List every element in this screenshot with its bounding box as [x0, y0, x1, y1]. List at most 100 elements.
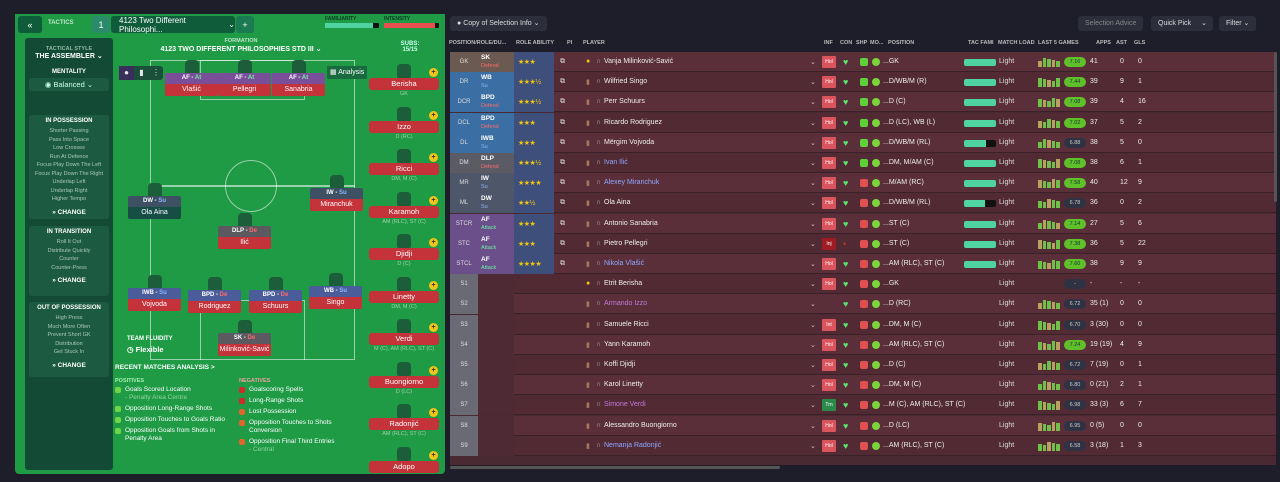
chevron-down-icon[interactable]: ⌄ — [810, 79, 816, 87]
pitch-player-card[interactable]: AF - At Sanabria — [272, 73, 325, 96]
table-row[interactable]: STC AF Attack ★★★ ⧉ ▮ ∩ Pietro Pellegri ⌄ Inj •...… — [450, 233, 1276, 254]
pi-icon[interactable]: ⧉ — [560, 118, 565, 126]
player-name[interactable]: Schuurs — [249, 301, 302, 313]
chevron-down-icon[interactable]: ⌄ — [810, 160, 816, 167]
player-icon[interactable]: ● — [119, 66, 134, 80]
col-mo[interactable]: MO... — [870, 40, 884, 46]
view-select[interactable]: ● Copy of Selection Info ⌄ — [450, 16, 547, 31]
player-name[interactable]: Vojvoda — [128, 299, 181, 311]
chevron-down-icon[interactable]: ⌄ — [1201, 20, 1207, 27]
role-duty[interactable]: AF - At — [165, 73, 218, 84]
pi-icon[interactable]: ⧉ — [560, 98, 565, 106]
pi-icon[interactable]: ⧉ — [560, 219, 565, 227]
role-select[interactable] — [478, 294, 514, 315]
sub-card[interactable]: Verdi M (C), AM (RLC), ST (C) — [369, 333, 439, 352]
horizontal-scrollbar[interactable] — [450, 466, 780, 469]
player-name[interactable]: Rodriguez — [188, 301, 241, 313]
chevron-down-icon[interactable]: ⌄ — [810, 139, 816, 147]
table-row[interactable]: STCR AF Attack ★★★ ⧉ ▮ ∩ Antonio Sanabria ⌄ Hol ♥.… — [450, 213, 1276, 234]
table-row[interactable]: S1 ● ∩ Etrit Berisha ⌄ Hol ♥ ...GK Light - - - - — [450, 274, 1276, 295]
table-row[interactable]: DCL BPD Defend ★★★ ⧉ ▮ ∩ Ricardo Rodriguez ⌄ Hol ♥… — [450, 112, 1276, 133]
player-name[interactable]: Ola Aina — [604, 199, 631, 207]
pi-icon[interactable]: ⧉ — [560, 159, 565, 166]
chevron-down-icon[interactable]: ⌄ — [810, 402, 816, 410]
analysis-button[interactable]: ▦ Analysis — [327, 66, 367, 79]
sub-card[interactable]: Ricci DM, M (C) — [369, 163, 439, 182]
table-row[interactable]: GK SK Defend ★★★ ⧉ ● ∩ Vanja Milinković-Savić ⌄ H… — [450, 52, 1276, 72]
col-role-ability[interactable]: ROLE ABILITY — [516, 40, 554, 46]
player-name[interactable]: Simone Verdi — [604, 401, 646, 409]
chevron-down-icon[interactable]: ⌄ — [810, 119, 816, 127]
pi-icon[interactable]: ⧉ — [560, 58, 565, 65]
analysis-title[interactable]: RECENT MATCHES ANALYSIS > — [115, 364, 215, 371]
pitch-player-card[interactable]: AF - At Pellegri — [218, 73, 271, 96]
tactic-select[interactable]: 4123 Two Different Philosophi... ⌄ — [111, 16, 235, 34]
sub-name[interactable]: Djidji — [369, 248, 439, 260]
table-row[interactable]: MR IW Su ★★★★ ⧉ ▮ ∩ Alexey Miranchuk ⌄ Hol ♥ ...M/A… — [450, 173, 1276, 194]
plus-icon[interactable]: + — [429, 280, 438, 290]
sub-name[interactable]: Berisha — [369, 78, 439, 90]
pi-icon[interactable]: ⧉ — [560, 260, 565, 267]
table-row[interactable]: S2 ▮ ∩ Armando Izzo ⌄ ♥ ...D (RC) Light 6.72 35 (… — [450, 294, 1276, 315]
pi-icon[interactable]: ⧉ — [560, 239, 565, 247]
sub-card[interactable]: Djidji D (C) — [369, 248, 439, 267]
chevron-down-icon[interactable]: ⌄ — [810, 321, 816, 329]
sub-name[interactable]: Buongiorno — [369, 375, 439, 388]
pitch-player-card[interactable]: WB - Su Singo — [309, 286, 362, 309]
pitch-player-card[interactable]: IWB - Su Vojvoda — [128, 288, 181, 311]
table-row[interactable]: S6 ▮ ∩ Karol Linetty ⌄ Hol ♥ ...DM, M (C) Light 6… — [450, 375, 1276, 396]
player-name[interactable]: Karol Linetty — [604, 381, 643, 389]
quick-pick-button[interactable]: Quick Pick ⌄ — [1151, 16, 1213, 31]
player-name[interactable]: Vlašić — [165, 84, 218, 96]
role-duty[interactable]: BPD - De — [249, 290, 302, 301]
sub-name[interactable]: Adopo — [369, 460, 439, 473]
chevron-down-icon[interactable]: ⌄ — [810, 180, 816, 188]
plus-icon[interactable]: + — [429, 68, 438, 77]
plus-icon[interactable]: + — [429, 153, 438, 162]
player-name[interactable]: Sanabria — [272, 84, 325, 96]
role-duty[interactable]: DW - Su — [128, 196, 181, 207]
sub-card[interactable]: Karamoh AM (RLC), ST (C) — [369, 205, 439, 225]
chevron-down-icon[interactable]: ⌄ — [810, 99, 816, 107]
collapse-button[interactable]: « — [18, 16, 42, 33]
pi-icon[interactable]: ⧉ — [560, 199, 565, 207]
role-select[interactable] — [478, 355, 514, 375]
list-icon[interactable]: ⋮ — [152, 68, 160, 77]
sub-name[interactable]: Ricci — [369, 163, 439, 175]
player-name[interactable]: Ivan Ilić — [604, 159, 628, 166]
plus-icon[interactable]: + — [429, 365, 438, 375]
table-row[interactable]: ML DW Su ★★½ ⧉ ▮ ∩ Ola Aina ⌄ Hol ♥ ...D/WB/M (RL) L… — [450, 193, 1276, 214]
pi-icon[interactable]: ⧉ — [560, 179, 565, 187]
view-toggle[interactable]: ● ▮ ⋮ — [119, 66, 163, 80]
chevron-down-icon[interactable]: ⌄ — [810, 261, 816, 268]
plus-icon[interactable]: + — [429, 408, 438, 417]
col-gls[interactable]: GLS — [1134, 40, 1146, 46]
col-position[interactable]: POSITION — [888, 40, 915, 46]
role-select[interactable]: IW Su — [478, 173, 514, 194]
sub-name[interactable]: Karamoh — [369, 205, 439, 218]
player-name[interactable]: Wilfried Singo — [604, 78, 648, 86]
chevron-down-icon[interactable]: ⌄ — [810, 442, 816, 450]
chevron-down-icon[interactable]: ⌄ — [810, 362, 816, 369]
table-row[interactable]: S3 ▮ ∩ Samuele Ricci ⌄ Int ♥ ...DM, M (C) Light 6… — [450, 314, 1276, 335]
plus-icon[interactable]: + — [429, 238, 438, 247]
table-row[interactable]: S8 ▮ ∩ Alessandro Buongiorno ⌄ Hol ♥ ...D (LC) L… — [450, 415, 1276, 436]
player-name[interactable]: Pietro Pellegri — [604, 239, 648, 247]
plus-icon[interactable]: + — [429, 323, 438, 332]
col-inf[interactable]: INF — [824, 40, 833, 46]
role-duty[interactable]: AF - At — [218, 73, 271, 84]
role-select[interactable] — [478, 415, 514, 436]
filter-button[interactable]: Filter ⌄ — [1219, 16, 1257, 31]
role-select[interactable] — [478, 314, 514, 335]
table-row[interactable]: DL IWB Su ★★★ ⧉ ▮ ∩ Mërgim Vojvoda ⌄ Hol ♥ ...D/WB/… — [450, 132, 1276, 153]
player-name[interactable]: Ola Aina — [128, 207, 181, 219]
role-select[interactable]: DLP Defend — [478, 153, 514, 173]
role-select[interactable]: AF Attack — [478, 233, 514, 254]
player-name[interactable]: Antonio Sanabria — [604, 219, 658, 227]
sub-name[interactable]: Verdi — [369, 333, 439, 345]
role-select[interactable]: SK Defend — [478, 52, 514, 72]
change-button[interactable]: » CHANGE — [52, 361, 86, 369]
plus-icon[interactable]: + — [429, 450, 438, 460]
player-name[interactable]: Alessandro Buongiorno — [604, 421, 677, 429]
player-name[interactable]: Miranchuk — [310, 199, 363, 211]
